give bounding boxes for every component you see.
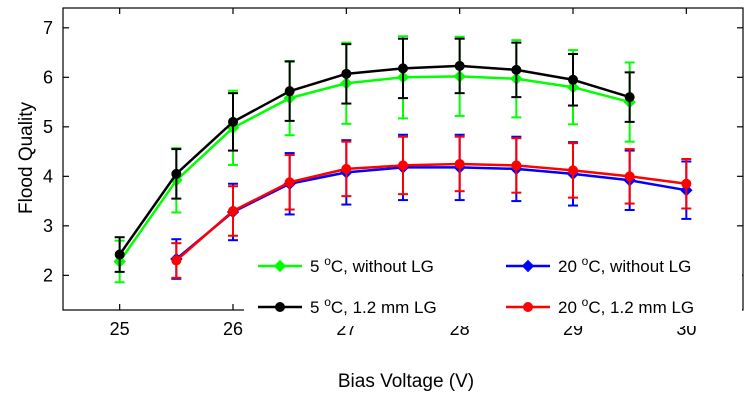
data-point — [228, 205, 238, 216]
legend-label: 20 oC, 1.2 mm LG — [558, 295, 694, 317]
y-tick-label: 3 — [43, 216, 53, 236]
y-tick-label: 4 — [43, 166, 53, 186]
y-tick-label: 2 — [43, 265, 53, 285]
data-point — [228, 116, 238, 127]
data-point — [568, 74, 578, 85]
data-point — [284, 86, 295, 97]
series-line — [118, 64, 631, 256]
legend-label: 5 oC, 1.2 mm LG — [310, 295, 437, 317]
x-axis-label: Bias Voltage (V) — [338, 371, 474, 392]
data-point — [624, 171, 635, 182]
legend-item-3: 20 oC, 1.2 mm LG — [506, 295, 694, 317]
data-point — [114, 249, 125, 260]
data-point — [398, 63, 408, 74]
legend-marker — [275, 302, 285, 312]
data-point — [454, 158, 465, 169]
data-point — [284, 177, 295, 188]
legend-label: 20 oC, without LG — [558, 254, 691, 276]
data-point — [681, 178, 692, 189]
x-tick-label: 25 — [110, 319, 130, 339]
data-point — [171, 255, 182, 266]
y-tick-label: 7 — [43, 18, 53, 38]
data-point — [171, 168, 182, 179]
data-point — [511, 64, 522, 75]
series-line — [175, 162, 687, 262]
x-tick-label: 26 — [223, 319, 243, 339]
legend-item-0: 5 oC, without LG — [258, 254, 434, 276]
legend-item-1: 20 oC, without LG — [506, 254, 691, 276]
legend: 5 oC, without LG 20 oC, without LG 5 oC, 1… — [244, 244, 742, 326]
data-point — [568, 165, 578, 176]
data-point — [454, 60, 465, 71]
legend-item-2: 5 oC, 1.2 mm LG — [258, 295, 437, 317]
series-2 — [114, 37, 635, 273]
data-point — [341, 68, 352, 79]
data-layer — [113, 35, 693, 284]
legend-marker — [521, 259, 535, 273]
data-point — [341, 163, 352, 174]
data-point — [511, 160, 522, 171]
y-tick-label: 6 — [43, 67, 53, 87]
data-point — [624, 92, 635, 103]
data-point — [398, 160, 408, 171]
legend-label: 5 oC, without LG — [310, 254, 434, 276]
legend-marker — [273, 259, 287, 273]
legend-marker — [523, 302, 533, 312]
y-axis-label: Flood Quality — [16, 102, 37, 214]
y-tick-label: 5 — [43, 117, 53, 137]
series-line — [118, 75, 630, 263]
series-3 — [171, 135, 692, 279]
legend-box — [244, 244, 742, 326]
